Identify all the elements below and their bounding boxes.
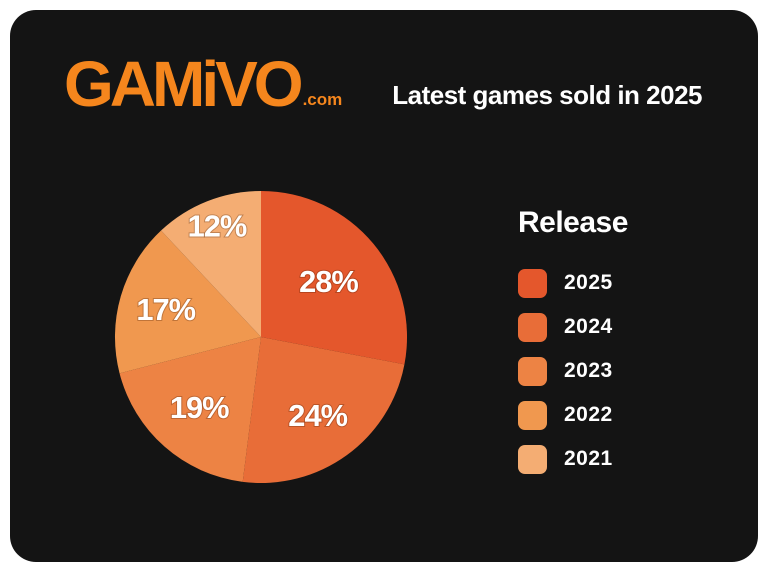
pie-label-2024: 24% [288,398,347,433]
pie-label-2023: 19% [170,390,229,425]
legend-label-2025: 2025 [564,271,613,294]
legend-item-2024: 2024 [518,312,628,342]
header: GAMiVO .com Latest games sold in 2025 [10,10,758,150]
legend-item-2025: 2025 [518,268,628,298]
legend-item-2022: 2022 [518,400,628,430]
pie-slice-2022 [114,230,261,374]
legend-item-2021: 2021 [518,444,628,474]
logo-suffix: .com [302,90,343,109]
gamivo-logo: GAMiVO .com [64,52,342,116]
legend-label-2021: 2021 [564,447,613,470]
legend-title: Release [518,206,628,239]
legend-swatch-2021 [518,444,547,474]
pie-chart-svg: 28% 24% 19% 17% 12% [114,190,408,484]
legend: Release 2025 2024 2023 2022 [518,206,628,488]
pie-slice-2021 [161,190,261,337]
legend-item-2023: 2023 [518,356,628,386]
legend-swatch-2024 [518,312,547,342]
legend-label-2024: 2024 [564,315,613,338]
chart-title: Latest games sold in 2025 [392,80,702,110]
legend-swatch-2025 [518,268,547,298]
pie-label-2025: 28% [299,264,358,299]
pie-label-2021: 12% [188,209,247,244]
infographic-card: GAMiVO .com Latest games sold in 2025 28… [10,10,758,562]
legend-items: 2025 2024 2023 2022 2021 [518,268,628,474]
legend-label-2023: 2023 [564,359,613,382]
pie-label-2022: 17% [136,292,195,327]
pie-chart: 28% 24% 19% 17% 12% [112,188,410,486]
legend-label-2022: 2022 [564,403,613,426]
logo-text: GAMiVO [64,48,304,120]
legend-swatch-2023 [518,356,547,386]
pie-slice-2025 [261,190,408,365]
pie-slice-2023 [119,337,261,482]
pie-slice-2024 [242,337,405,484]
legend-swatch-2022 [518,400,547,430]
